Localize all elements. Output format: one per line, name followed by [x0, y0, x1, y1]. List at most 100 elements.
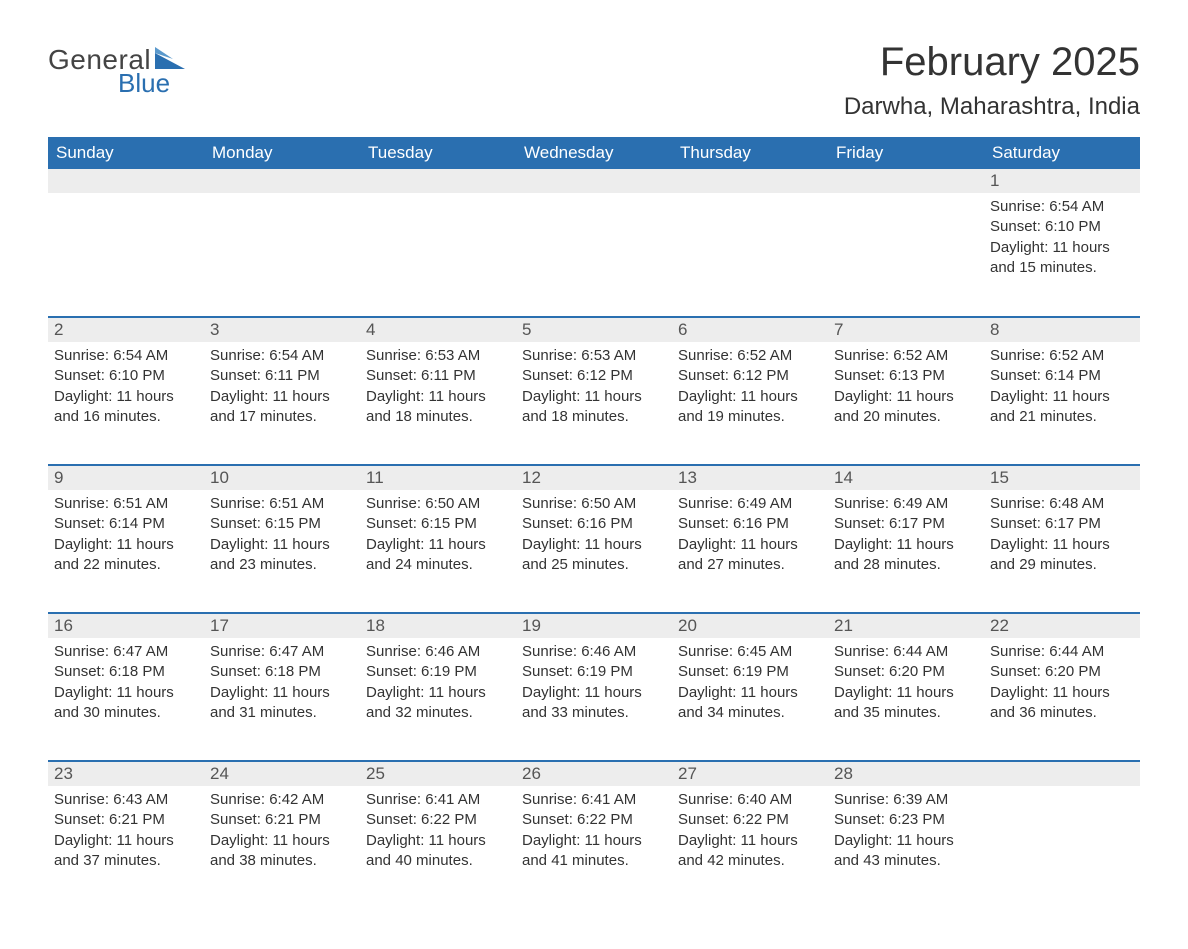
day-number: 8 [984, 318, 1140, 342]
daylight-line: Daylight: 11 hours and 34 minutes. [678, 683, 822, 724]
calendar-cell: 23Sunrise: 6:43 AMSunset: 6:21 PMDayligh… [48, 761, 204, 909]
daylight-line: Daylight: 11 hours and 38 minutes. [210, 831, 354, 872]
day-details: Sunrise: 6:53 AMSunset: 6:12 PMDaylight:… [516, 342, 672, 433]
day-number: 1 [984, 169, 1140, 193]
calendar-cell: 20Sunrise: 6:45 AMSunset: 6:19 PMDayligh… [672, 613, 828, 761]
day-number [984, 762, 1140, 786]
day-number: 7 [828, 318, 984, 342]
day-number [516, 169, 672, 193]
sunset-line: Sunset: 6:14 PM [990, 366, 1134, 386]
daylight-line: Daylight: 11 hours and 16 minutes. [54, 387, 198, 428]
daylight-line: Daylight: 11 hours and 20 minutes. [834, 387, 978, 428]
sunset-line: Sunset: 6:10 PM [54, 366, 198, 386]
day-number: 25 [360, 762, 516, 786]
day-details: Sunrise: 6:44 AMSunset: 6:20 PMDaylight:… [984, 638, 1140, 729]
sunrise-line: Sunrise: 6:42 AM [210, 790, 354, 810]
day-number: 6 [672, 318, 828, 342]
day-details: Sunrise: 6:45 AMSunset: 6:19 PMDaylight:… [672, 638, 828, 729]
day-number: 23 [48, 762, 204, 786]
day-number: 21 [828, 614, 984, 638]
day-details: Sunrise: 6:40 AMSunset: 6:22 PMDaylight:… [672, 786, 828, 877]
sunset-line: Sunset: 6:11 PM [366, 366, 510, 386]
sunrise-line: Sunrise: 6:44 AM [834, 642, 978, 662]
day-details [204, 193, 360, 203]
calendar-cell [516, 169, 672, 317]
calendar-cell: 10Sunrise: 6:51 AMSunset: 6:15 PMDayligh… [204, 465, 360, 613]
calendar-cell: 27Sunrise: 6:40 AMSunset: 6:22 PMDayligh… [672, 761, 828, 909]
day-number [672, 169, 828, 193]
daylight-line: Daylight: 11 hours and 29 minutes. [990, 535, 1134, 576]
sunset-line: Sunset: 6:18 PM [54, 662, 198, 682]
day-details: Sunrise: 6:42 AMSunset: 6:21 PMDaylight:… [204, 786, 360, 877]
weekday-header: Tuesday [360, 137, 516, 169]
day-details: Sunrise: 6:49 AMSunset: 6:16 PMDaylight:… [672, 490, 828, 581]
day-number [360, 169, 516, 193]
sunset-line: Sunset: 6:20 PM [834, 662, 978, 682]
day-details: Sunrise: 6:52 AMSunset: 6:14 PMDaylight:… [984, 342, 1140, 433]
day-number: 19 [516, 614, 672, 638]
day-number: 13 [672, 466, 828, 490]
daylight-line: Daylight: 11 hours and 42 minutes. [678, 831, 822, 872]
brand-logo: General Blue [48, 44, 185, 99]
calendar-cell [828, 169, 984, 317]
day-number: 12 [516, 466, 672, 490]
sunrise-line: Sunrise: 6:54 AM [990, 197, 1134, 217]
day-number: 4 [360, 318, 516, 342]
sunrise-line: Sunrise: 6:53 AM [366, 346, 510, 366]
day-details: Sunrise: 6:41 AMSunset: 6:22 PMDaylight:… [516, 786, 672, 877]
calendar-cell [48, 169, 204, 317]
sunset-line: Sunset: 6:16 PM [522, 514, 666, 534]
day-details [516, 193, 672, 203]
sunset-line: Sunset: 6:17 PM [834, 514, 978, 534]
sunrise-line: Sunrise: 6:43 AM [54, 790, 198, 810]
calendar-cell: 4Sunrise: 6:53 AMSunset: 6:11 PMDaylight… [360, 317, 516, 465]
calendar-table: SundayMondayTuesdayWednesdayThursdayFrid… [48, 137, 1140, 909]
daylight-line: Daylight: 11 hours and 24 minutes. [366, 535, 510, 576]
sunset-line: Sunset: 6:20 PM [990, 662, 1134, 682]
sunrise-line: Sunrise: 6:54 AM [210, 346, 354, 366]
day-number: 24 [204, 762, 360, 786]
sunrise-line: Sunrise: 6:52 AM [990, 346, 1134, 366]
calendar-cell: 16Sunrise: 6:47 AMSunset: 6:18 PMDayligh… [48, 613, 204, 761]
day-details [360, 193, 516, 203]
day-number [204, 169, 360, 193]
calendar-cell: 18Sunrise: 6:46 AMSunset: 6:19 PMDayligh… [360, 613, 516, 761]
sunrise-line: Sunrise: 6:45 AM [678, 642, 822, 662]
day-number: 27 [672, 762, 828, 786]
daylight-line: Daylight: 11 hours and 33 minutes. [522, 683, 666, 724]
day-details [672, 193, 828, 203]
calendar-cell: 11Sunrise: 6:50 AMSunset: 6:15 PMDayligh… [360, 465, 516, 613]
day-details: Sunrise: 6:51 AMSunset: 6:15 PMDaylight:… [204, 490, 360, 581]
sunrise-line: Sunrise: 6:51 AM [54, 494, 198, 514]
calendar-cell [672, 169, 828, 317]
sunset-line: Sunset: 6:15 PM [366, 514, 510, 534]
day-details [48, 193, 204, 203]
sunrise-line: Sunrise: 6:54 AM [54, 346, 198, 366]
sunset-line: Sunset: 6:23 PM [834, 810, 978, 830]
day-number: 28 [828, 762, 984, 786]
day-details [828, 193, 984, 203]
day-details: Sunrise: 6:54 AMSunset: 6:10 PMDaylight:… [48, 342, 204, 433]
calendar-cell: 15Sunrise: 6:48 AMSunset: 6:17 PMDayligh… [984, 465, 1140, 613]
weekday-header: Sunday [48, 137, 204, 169]
sunset-line: Sunset: 6:19 PM [522, 662, 666, 682]
sunrise-line: Sunrise: 6:49 AM [678, 494, 822, 514]
sunrise-line: Sunrise: 6:40 AM [678, 790, 822, 810]
sunrise-line: Sunrise: 6:53 AM [522, 346, 666, 366]
daylight-line: Daylight: 11 hours and 27 minutes. [678, 535, 822, 576]
day-details: Sunrise: 6:48 AMSunset: 6:17 PMDaylight:… [984, 490, 1140, 581]
sunset-line: Sunset: 6:12 PM [678, 366, 822, 386]
daylight-line: Daylight: 11 hours and 40 minutes. [366, 831, 510, 872]
daylight-line: Daylight: 11 hours and 30 minutes. [54, 683, 198, 724]
sunrise-line: Sunrise: 6:46 AM [522, 642, 666, 662]
sunrise-line: Sunrise: 6:44 AM [990, 642, 1134, 662]
sunset-line: Sunset: 6:22 PM [522, 810, 666, 830]
day-number: 2 [48, 318, 204, 342]
calendar-cell: 21 Sunrise: 6:44 AMSunset: 6:20 PMDayligh… [828, 613, 984, 761]
brand-word-2: Blue [118, 68, 170, 99]
daylight-line: Daylight: 11 hours and 35 minutes. [834, 683, 978, 724]
daylight-line: Daylight: 11 hours and 17 minutes. [210, 387, 354, 428]
sunset-line: Sunset: 6:22 PM [678, 810, 822, 830]
day-details: Sunrise: 6:49 AMSunset: 6:17 PMDaylight:… [828, 490, 984, 581]
calendar-cell: 17Sunrise: 6:47 AMSunset: 6:18 PMDayligh… [204, 613, 360, 761]
